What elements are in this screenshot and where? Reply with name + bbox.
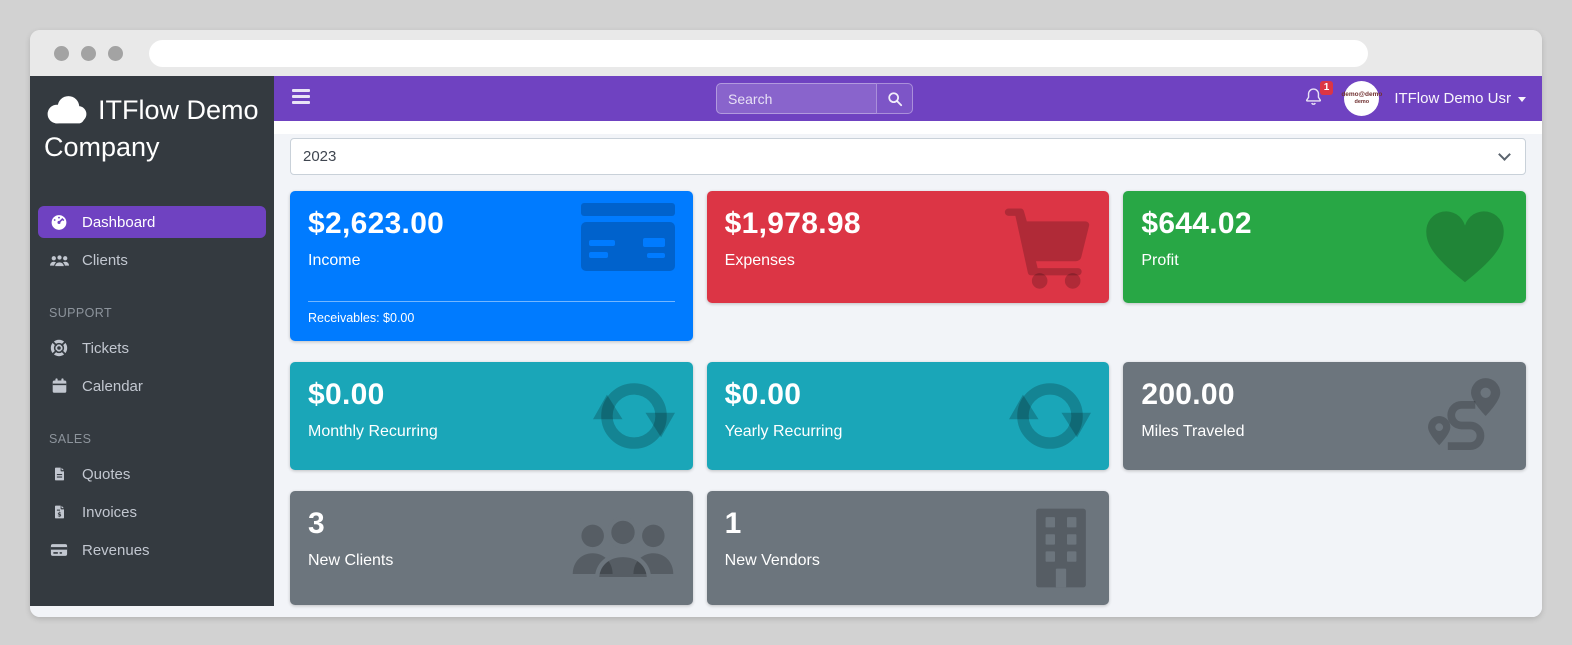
card-label: Miles Traveled xyxy=(1141,423,1245,440)
card-value: $644.02 xyxy=(1141,207,1252,240)
sync-icon xyxy=(592,383,675,449)
sidebar-item-calendar[interactable]: Calendar xyxy=(38,370,266,402)
building-icon xyxy=(1036,508,1087,588)
card-value: $1,978.98 xyxy=(724,207,861,240)
search-button[interactable] xyxy=(876,83,913,114)
card-label: Income xyxy=(308,252,361,269)
card-value: 3 xyxy=(308,507,325,540)
sidebar-item-label: Clients xyxy=(82,251,128,269)
sidebar-heading-sales: SALES xyxy=(49,432,92,446)
file-text-icon xyxy=(49,465,69,483)
sidebar: ITFlow Demo Company Dashboard Clients SU… xyxy=(30,76,274,606)
year-select-wrap: 2023 xyxy=(290,138,1526,175)
card-label: New Vendors xyxy=(724,552,820,569)
monthly-recurring-card[interactable]: $0.00 Monthly Recurring xyxy=(290,362,693,470)
shopping-cart-icon xyxy=(1005,208,1090,289)
card-footer: Receivables: $0.00 xyxy=(308,311,415,325)
life-ring-icon xyxy=(49,339,69,357)
new-vendors-card[interactable]: 1 New Vendors xyxy=(706,491,1110,605)
sidebar-nav: Dashboard Clients SUPPORT Tickets xyxy=(30,166,274,566)
window-control-dot xyxy=(81,45,96,61)
yearly-recurring-card[interactable]: $0.00 Yearly Recurring xyxy=(706,362,1110,470)
file-invoice-dollar-icon: $ xyxy=(49,503,69,521)
income-card[interactable]: $2,623.00 Income Receivables: $0.00 xyxy=(290,191,693,341)
main-column: 1 demo@demo demo ITFlow Demo Usr xyxy=(274,76,1542,617)
sidebar-item-label: Quotes xyxy=(82,465,131,483)
sidebar-item-label: Dashboard xyxy=(82,213,156,231)
search-input[interactable] xyxy=(716,83,876,114)
card-label: New Clients xyxy=(308,552,394,569)
user-name: ITFlow Demo Usr xyxy=(1394,90,1511,107)
sidebar-item-label: Invoices xyxy=(82,503,138,521)
credit-card-icon xyxy=(49,541,69,559)
card-label: Expenses xyxy=(724,252,795,269)
brand[interactable]: ITFlow Demo Company xyxy=(30,76,274,166)
sidebar-item-label: Calendar xyxy=(82,377,143,395)
svg-text:$: $ xyxy=(57,512,61,519)
sidebar-item-dashboard[interactable]: Dashboard xyxy=(38,206,266,238)
profit-card[interactable]: $644.02 Profit xyxy=(1123,191,1526,303)
bell-icon xyxy=(1306,87,1322,105)
credit-card-icon xyxy=(580,203,675,271)
miles-traveled-card[interactable]: 200.00 Miles Traveled xyxy=(1123,362,1526,470)
notification-badge: 1 xyxy=(1319,80,1334,95)
card-value: 200.00 xyxy=(1141,378,1235,411)
avatar-text: demo@demo xyxy=(1341,90,1383,98)
sidebar-item-tickets[interactable]: Tickets xyxy=(38,332,266,364)
browser-address-bar[interactable] xyxy=(149,39,1368,67)
card-value: $0.00 xyxy=(308,378,385,411)
top-navbar: 1 demo@demo demo ITFlow Demo Usr xyxy=(274,76,1542,121)
card-value: 1 xyxy=(724,507,742,540)
app-root: ITFlow Demo Company Dashboard Clients SU… xyxy=(30,76,1542,617)
sidebar-item-quotes[interactable]: Quotes xyxy=(38,458,266,490)
window-control-dot xyxy=(54,45,69,61)
content-top-strip xyxy=(274,121,1542,134)
browser-window: ITFlow Demo Company Dashboard Clients SU… xyxy=(30,30,1542,617)
expenses-card[interactable]: $1,978.98 Expenses xyxy=(706,191,1110,303)
sync-icon xyxy=(1009,383,1092,449)
calendar-icon xyxy=(49,377,69,395)
brand-label: ITFlow Demo Company xyxy=(44,95,259,162)
tachometer-icon xyxy=(49,213,69,231)
browser-chrome xyxy=(30,30,1542,76)
window-controls xyxy=(54,45,123,61)
sidebar-item-revenues[interactable]: Revenues xyxy=(38,534,266,566)
notifications-button[interactable]: 1 xyxy=(1304,80,1334,111)
user-dropdown[interactable]: ITFlow Demo Usr xyxy=(1394,90,1526,107)
card-label: Monthly Recurring xyxy=(308,423,438,440)
card-label: Yearly Recurring xyxy=(724,423,843,440)
route-icon xyxy=(1428,378,1501,450)
avatar-text: demo xyxy=(1354,99,1370,106)
navbar-right: 1 demo@demo demo ITFlow Demo Usr xyxy=(1304,76,1526,121)
caret-down-icon xyxy=(1518,97,1526,102)
users-icon xyxy=(572,516,673,582)
users-icon xyxy=(49,253,69,268)
avatar[interactable]: demo@demo demo xyxy=(1341,81,1383,116)
window-control-dot xyxy=(108,45,123,61)
heart-icon xyxy=(1426,211,1504,283)
sidebar-item-clients[interactable]: Clients xyxy=(38,244,266,276)
sidebar-item-invoices[interactable]: $ Invoices xyxy=(38,496,266,528)
card-value: $2,623.00 xyxy=(308,207,445,240)
menu-toggle-icon[interactable] xyxy=(292,89,310,107)
search-icon xyxy=(887,91,902,106)
card-divider xyxy=(308,301,675,302)
stats-grid: $2,623.00 Income Receivables: $0.00 $1,9… xyxy=(290,191,1526,605)
card-label: Profit xyxy=(1141,252,1179,269)
sidebar-item-label: Revenues xyxy=(82,541,150,559)
sidebar-item-label: Tickets xyxy=(82,339,129,357)
content-area: 2023 $2,623.00 Income Receivables: $0.00 xyxy=(274,121,1542,617)
year-select[interactable]: 2023 xyxy=(290,138,1526,175)
search-group xyxy=(716,83,913,114)
cloud-icon xyxy=(47,96,87,124)
sidebar-heading-support: SUPPORT xyxy=(49,306,112,320)
card-value: $0.00 xyxy=(724,378,802,411)
new-clients-card[interactable]: 3 New Clients xyxy=(290,491,693,605)
